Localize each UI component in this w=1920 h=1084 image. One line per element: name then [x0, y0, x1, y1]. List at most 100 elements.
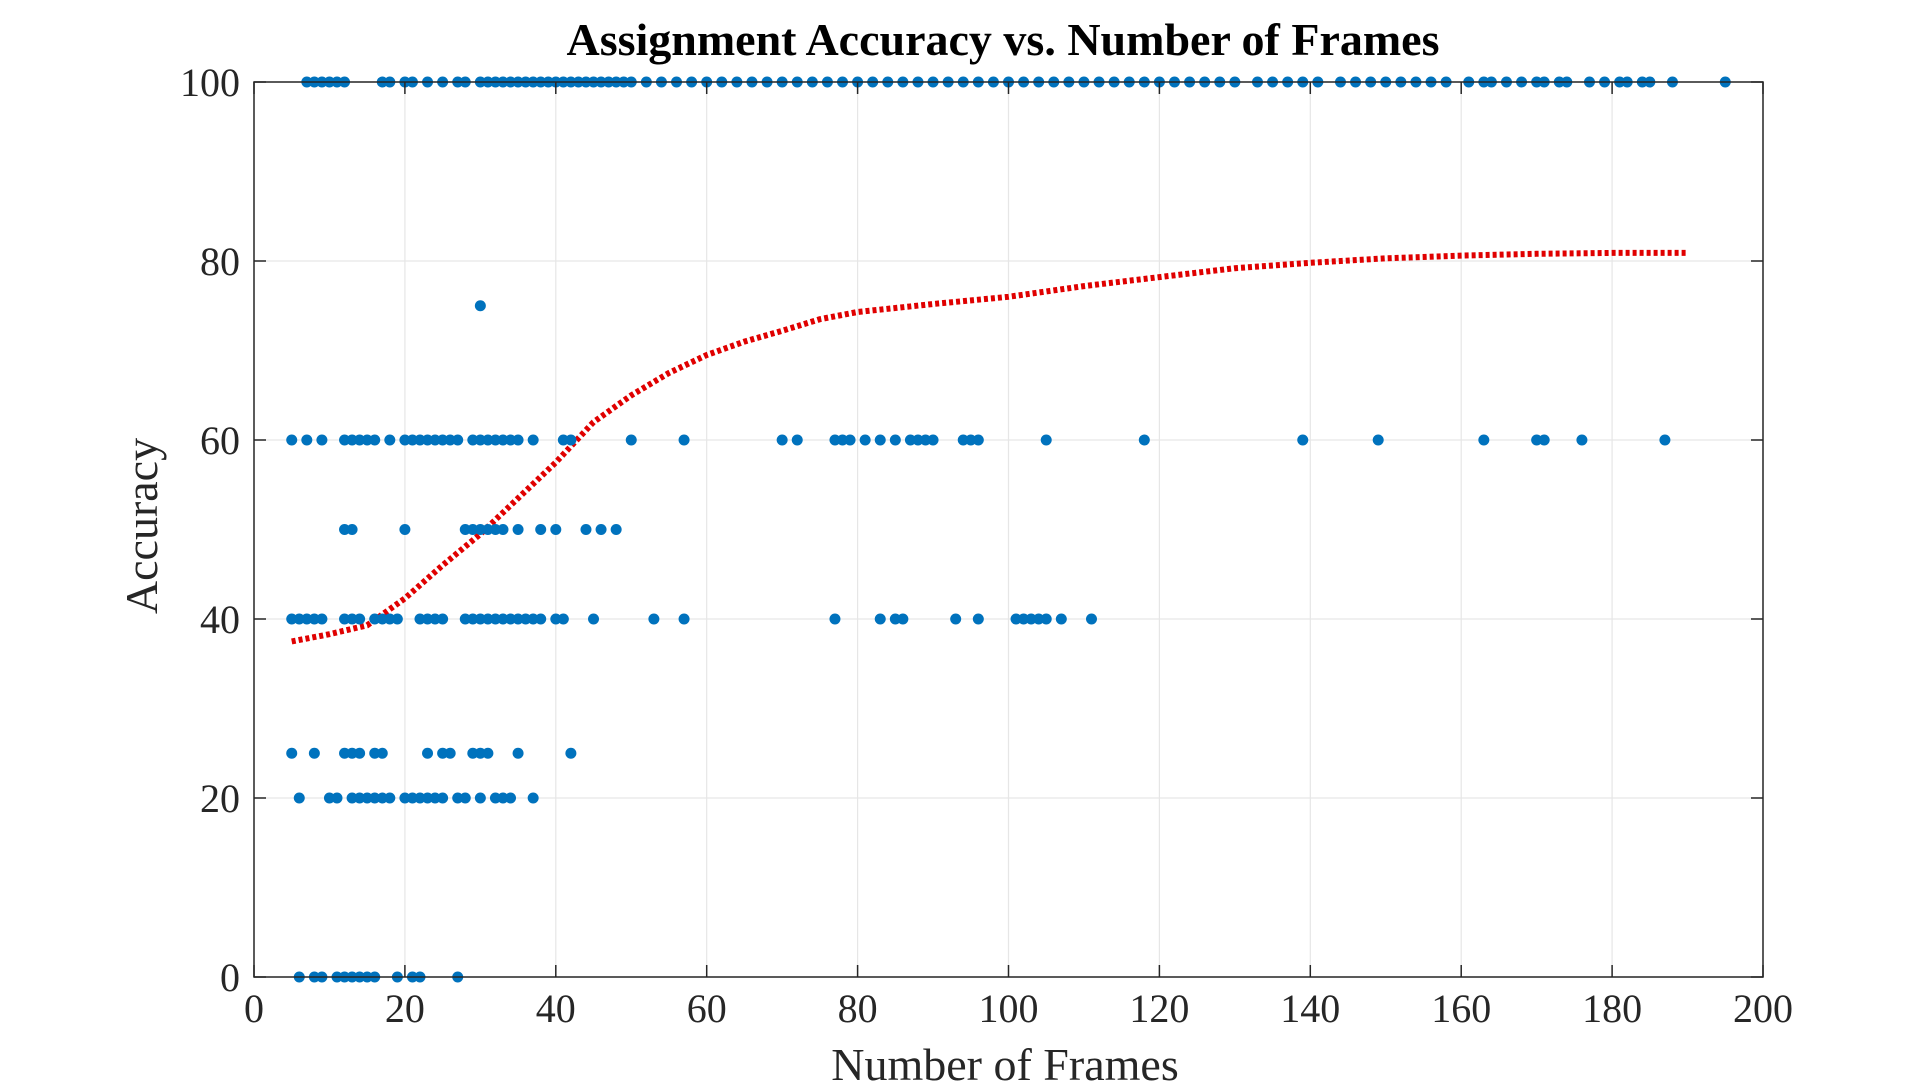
data-point	[459, 792, 471, 804]
data-point	[354, 613, 366, 625]
data-point	[535, 613, 547, 625]
data-point	[844, 434, 856, 446]
data-point	[829, 613, 841, 625]
data-point	[489, 434, 501, 446]
data-point	[474, 747, 486, 759]
data-point	[874, 434, 886, 446]
data-point	[829, 434, 841, 446]
data-point	[414, 613, 426, 625]
data-point	[610, 524, 622, 535]
fit-curve-series	[291, 249, 1688, 645]
data-point	[316, 434, 328, 446]
data-point	[354, 434, 366, 446]
data-point	[346, 434, 358, 446]
data-point	[369, 613, 381, 625]
data-point	[361, 434, 373, 446]
data-point	[482, 434, 494, 446]
data-point	[384, 613, 396, 625]
data-point	[678, 613, 690, 625]
data-point	[399, 434, 411, 446]
data-point	[376, 792, 388, 804]
fit-curve-line	[291, 249, 1688, 645]
data-point	[452, 434, 464, 446]
scatter-points-series	[286, 76, 1731, 983]
data-point	[897, 613, 909, 625]
data-point	[512, 524, 524, 535]
data-point	[467, 434, 479, 446]
data-point	[550, 524, 562, 535]
data-point	[791, 434, 803, 446]
data-point	[474, 434, 486, 446]
chart-title: Assignment Accuracy vs. Number of Frames	[566, 14, 1439, 65]
data-point	[369, 747, 381, 759]
data-point	[406, 792, 418, 804]
data-point	[889, 434, 901, 446]
data-point	[308, 747, 320, 759]
data-point	[497, 434, 509, 446]
data-point	[422, 747, 434, 759]
y-tick-label: 60	[200, 418, 240, 463]
data-point	[1297, 434, 1309, 446]
data-point	[1010, 613, 1022, 625]
data-point	[497, 613, 509, 625]
data-point	[467, 524, 479, 535]
x-axis-tick-labels: 0 20 40 60 80 100 120 140 160 180 200	[244, 986, 1793, 1031]
x-tick-label: 40	[536, 986, 576, 1031]
data-point	[1085, 613, 1097, 625]
data-point	[286, 434, 298, 446]
data-point	[1033, 613, 1045, 625]
y-tick-label: 100	[180, 60, 240, 105]
data-point	[361, 792, 373, 804]
data-point	[535, 524, 547, 535]
x-tick-label: 0	[244, 986, 264, 1031]
x-tick-label: 20	[385, 986, 425, 1031]
data-point	[512, 434, 524, 446]
data-point	[1018, 613, 1030, 625]
data-point	[399, 792, 411, 804]
data-point	[293, 792, 305, 804]
data-point	[444, 434, 456, 446]
data-point	[950, 613, 962, 625]
data-point	[293, 613, 305, 625]
data-point	[557, 434, 569, 446]
data-point	[859, 434, 871, 446]
x-tick-label: 100	[979, 986, 1039, 1031]
data-point	[776, 434, 788, 446]
data-point	[346, 792, 358, 804]
data-point	[331, 792, 343, 804]
data-point	[1478, 434, 1490, 446]
data-point	[595, 524, 607, 535]
data-point	[489, 792, 501, 804]
data-point	[557, 613, 569, 625]
data-point	[422, 613, 434, 625]
x-tick-label: 80	[838, 986, 878, 1031]
data-point	[354, 792, 366, 804]
data-point	[904, 434, 916, 446]
data-point	[1372, 434, 1384, 446]
data-point	[489, 613, 501, 625]
x-tick-label: 160	[1431, 986, 1491, 1031]
data-point	[369, 792, 381, 804]
data-point	[346, 747, 358, 759]
x-tick-label: 140	[1280, 986, 1340, 1031]
data-point	[369, 434, 381, 446]
data-point	[346, 524, 358, 535]
data-point	[444, 747, 456, 759]
data-point	[429, 613, 441, 625]
data-point	[678, 434, 690, 446]
data-point	[505, 792, 517, 804]
data-point	[459, 613, 471, 625]
data-point	[286, 613, 298, 625]
y-tick-label: 40	[200, 597, 240, 642]
data-point	[957, 434, 969, 446]
y-axis-label: Accuracy	[116, 438, 167, 614]
data-point	[384, 434, 396, 446]
data-point	[384, 792, 396, 804]
data-point	[550, 613, 562, 625]
y-tick-label: 80	[200, 239, 240, 284]
data-point	[1055, 613, 1067, 625]
data-point	[482, 613, 494, 625]
data-point	[588, 613, 600, 625]
data-point	[497, 792, 509, 804]
